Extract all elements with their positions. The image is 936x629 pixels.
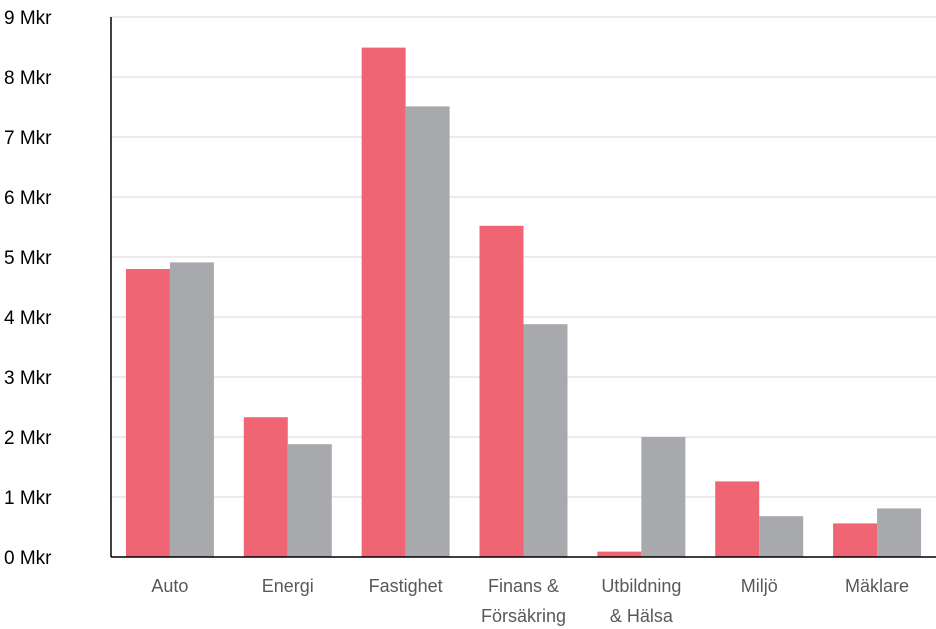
y-tick-label: 5 Mkr bbox=[4, 248, 52, 269]
y-tick-label: 1 Mkr bbox=[4, 488, 52, 509]
bar bbox=[641, 437, 686, 557]
axes bbox=[110, 17, 936, 558]
y-tick-label: 3 Mkr bbox=[4, 368, 52, 389]
x-tick-label: Fastighet bbox=[369, 576, 443, 596]
y-axis-ticks: 0 Mkr 1 Mkr 2 Mkr 3 Mkr 4 Mkr 5 Mkr 6 Mkr 7 Mkr… bbox=[4, 8, 52, 569]
bar bbox=[243, 417, 288, 557]
y-tick-label: 7 Mkr bbox=[4, 128, 52, 149]
bar bbox=[597, 551, 642, 557]
x-tick-label: Utbildning & Hälsa bbox=[601, 576, 681, 626]
bar bbox=[287, 444, 332, 557]
bar bbox=[125, 269, 170, 557]
bar bbox=[479, 225, 524, 558]
x-tick-label: Auto bbox=[151, 576, 188, 596]
bar bbox=[169, 262, 214, 557]
bars bbox=[125, 47, 922, 558]
bar bbox=[715, 481, 760, 557]
x-tick-label: Energi bbox=[262, 576, 314, 596]
bar bbox=[523, 324, 568, 557]
y-tick-label: 9 Mkr bbox=[4, 8, 52, 29]
y-tick-label: 4 Mkr bbox=[4, 308, 52, 329]
x-axis-ticks: Auto Energi Fastighet Finans & Försäkring Utb… bbox=[151, 576, 909, 626]
x-tick-label: Mäklare bbox=[845, 576, 909, 596]
x-tick-label: Finans & Försäkring bbox=[481, 576, 566, 626]
y-tick-label: 6 Mkr bbox=[4, 188, 52, 209]
x-tick-label: Miljö bbox=[741, 576, 778, 596]
y-tick-label: 8 Mkr bbox=[4, 68, 52, 89]
bar bbox=[877, 508, 922, 557]
bar bbox=[759, 516, 804, 557]
bar bbox=[833, 523, 878, 557]
y-tick-label: 2 Mkr bbox=[4, 428, 52, 449]
bar bbox=[405, 106, 450, 558]
bar bbox=[361, 47, 406, 557]
y-tick-label: 0 Mkr bbox=[4, 548, 52, 569]
